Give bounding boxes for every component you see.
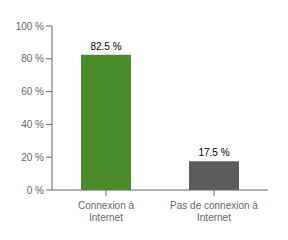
svg-text:82.5 %: 82.5 % bbox=[90, 41, 121, 52]
svg-text:60 %: 60 % bbox=[21, 86, 44, 97]
svg-text:0 %: 0 % bbox=[27, 185, 44, 196]
svg-text:40 %: 40 % bbox=[21, 119, 44, 130]
svg-text:20 %: 20 % bbox=[21, 152, 44, 163]
svg-text:Pas de connexion àInternet: Pas de connexion àInternet bbox=[170, 200, 258, 223]
svg-text:80 %: 80 % bbox=[21, 53, 44, 64]
svg-text:100 %: 100 % bbox=[16, 21, 44, 32]
svg-text:17.5 %: 17.5 % bbox=[198, 147, 229, 158]
svg-text:Connexion àInternet: Connexion àInternet bbox=[78, 200, 135, 223]
